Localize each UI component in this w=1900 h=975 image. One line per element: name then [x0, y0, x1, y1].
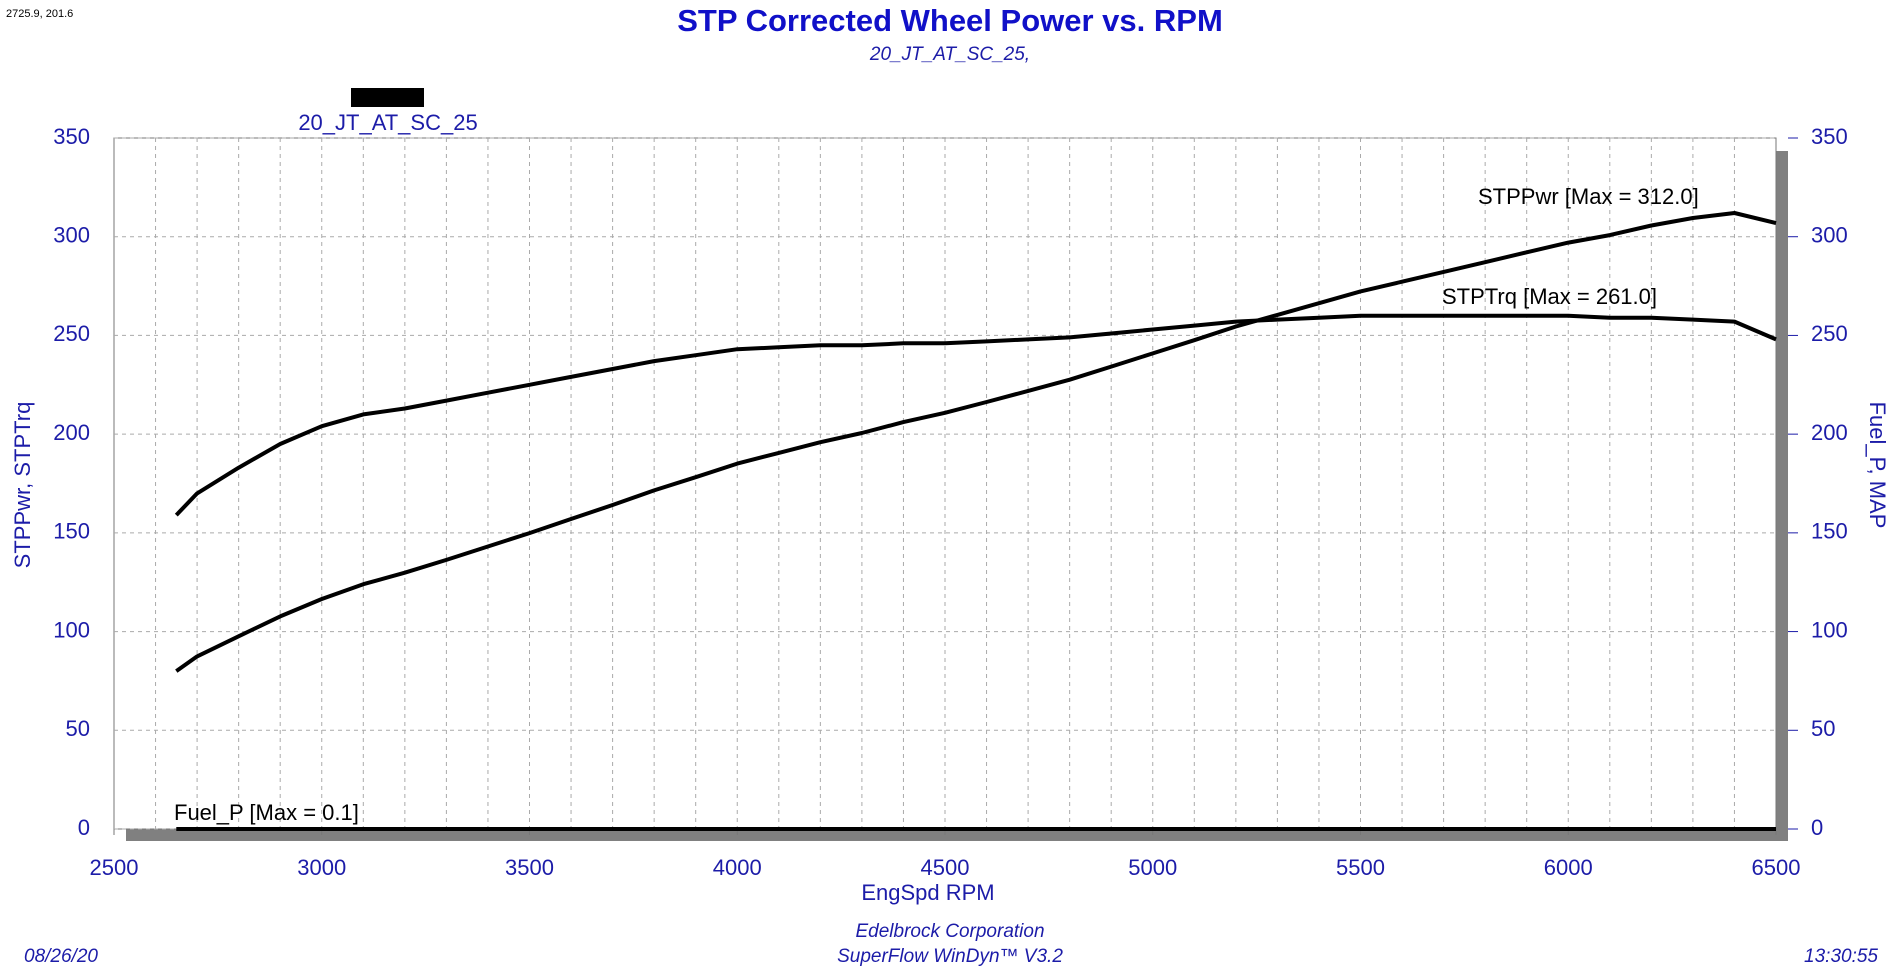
x-axis-title: EngSpd RPM — [861, 880, 994, 905]
y-tick-label: 150 — [53, 519, 90, 544]
footer-company: Edelbrock Corporation — [855, 921, 1044, 942]
series-annotation: STPPwr [Max = 312.0] — [1478, 184, 1699, 209]
x-tick-label: 5500 — [1336, 855, 1385, 880]
y-tick-label: 250 — [53, 321, 90, 346]
x-tick-label: 3500 — [505, 855, 554, 880]
y2-tick-label: 0 — [1811, 815, 1823, 840]
frame-shadow-right — [1776, 151, 1788, 841]
legend-swatch — [351, 88, 424, 107]
y2-tick-label: 50 — [1811, 716, 1835, 741]
footer-date: 08/26/20 — [24, 946, 98, 967]
x-tick-label: 4500 — [921, 855, 970, 880]
y-tick-label: 300 — [53, 223, 90, 248]
y-tick-label: 0 — [78, 815, 90, 840]
frame-shadow-bottom — [126, 829, 1788, 841]
y2-tick-label: 150 — [1811, 519, 1848, 544]
x-tick-label: 2500 — [90, 855, 139, 880]
series-annotation: Fuel_P [Max = 0.1] — [174, 800, 359, 825]
y-tick-label: 50 — [66, 716, 90, 741]
series-line — [174, 313, 1777, 517]
footer-software: SuperFlow WinDyn™ V3.2 — [837, 946, 1063, 967]
y2-tick-label: 350 — [1811, 124, 1848, 149]
legend-label: 20_JT_AT_SC_25 — [298, 110, 477, 135]
y2-tick-label: 250 — [1811, 321, 1848, 346]
y2-axis-title: Fuel_P, MAP — [1865, 402, 1890, 529]
x-tick-label: 3000 — [297, 855, 346, 880]
footer-time: 13:30:55 — [1804, 946, 1878, 967]
series-annotation: STPTrq [Max = 261.0] — [1442, 284, 1657, 309]
y-tick-label: 200 — [53, 420, 90, 445]
chart-title: STP Corrected Wheel Power vs. RPM — [677, 3, 1223, 38]
series-line — [175, 211, 1777, 673]
y-tick-label: 100 — [53, 617, 90, 642]
y2-tick-label: 100 — [1811, 617, 1848, 642]
x-tick-label: 6500 — [1752, 855, 1801, 880]
corner-text: 2725.9, 201.6 — [6, 8, 73, 20]
x-tick-label: 4000 — [713, 855, 762, 880]
y2-tick-label: 200 — [1811, 420, 1848, 445]
y-axis-title: STPPwr, STPTrq — [10, 402, 35, 569]
y-tick-label: 350 — [53, 124, 90, 149]
x-tick-label: 5000 — [1128, 855, 1177, 880]
x-tick-label: 6000 — [1544, 855, 1593, 880]
chart-subtitle: 20_JT_AT_SC_25, — [869, 44, 1030, 65]
y2-tick-label: 300 — [1811, 223, 1848, 248]
